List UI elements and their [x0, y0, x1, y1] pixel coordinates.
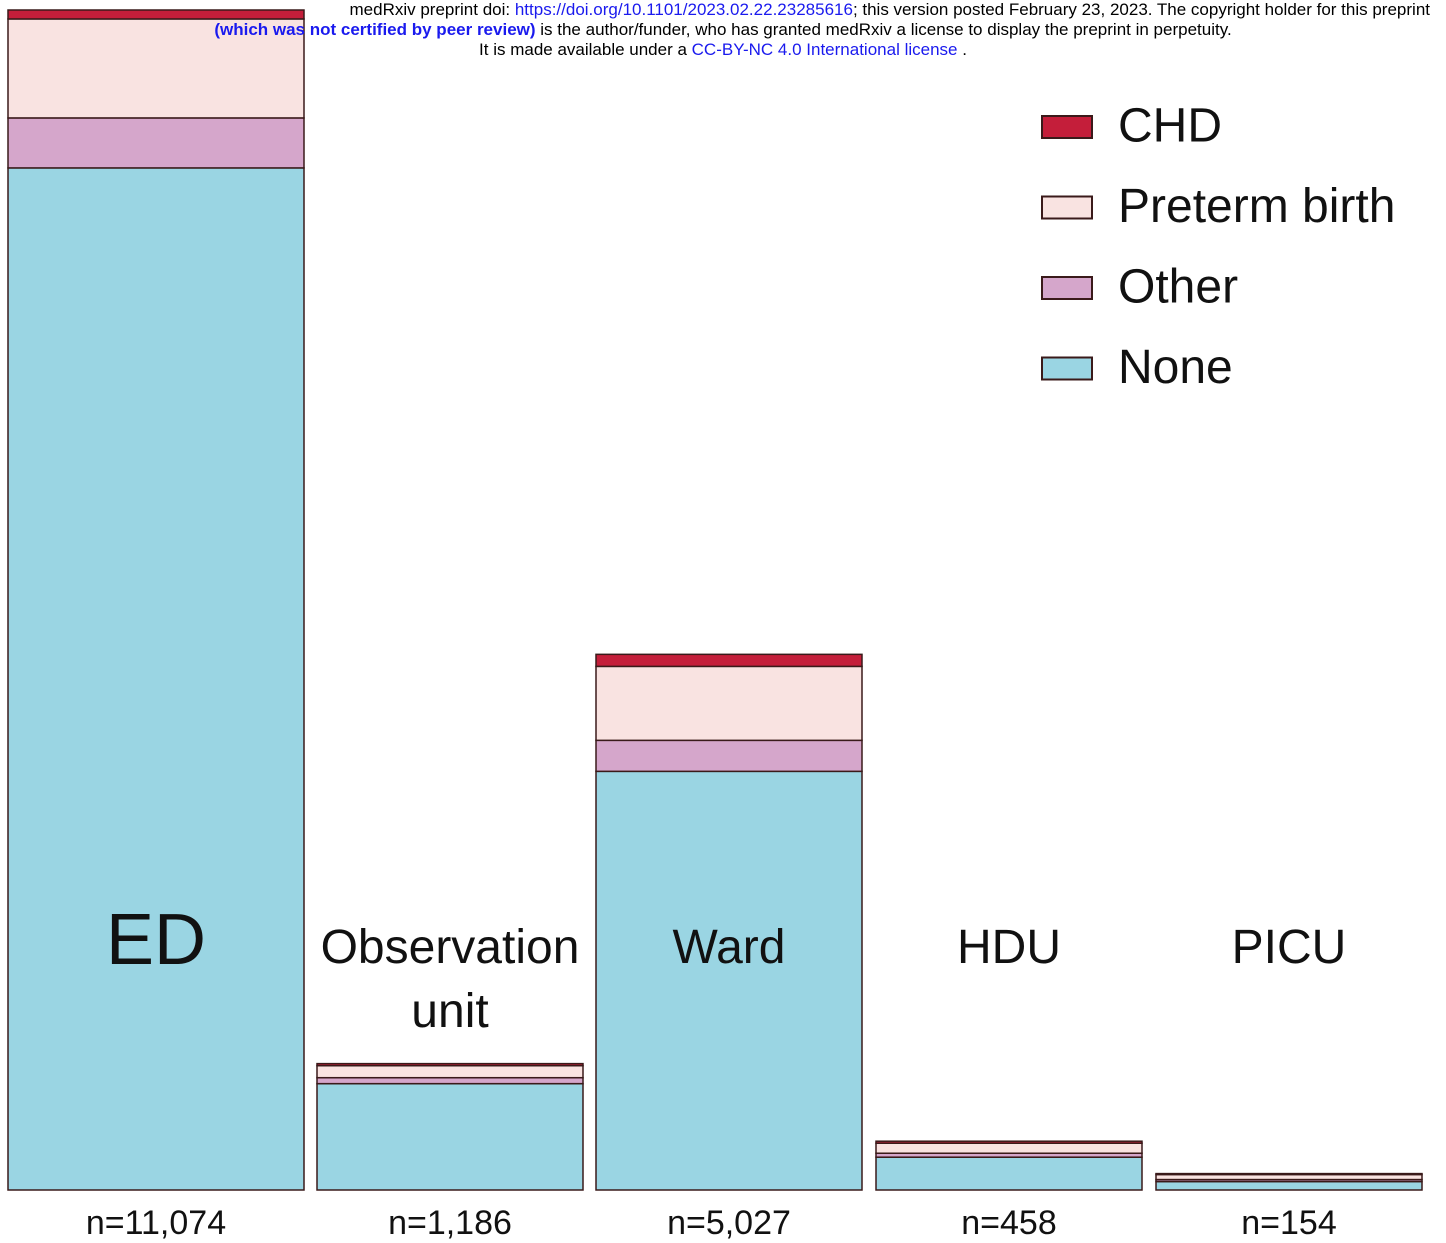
- bar-segment: [595, 665, 863, 742]
- bar-segment: [595, 739, 863, 773]
- bar-segment: [595, 653, 863, 668]
- bar-segment: [7, 117, 305, 169]
- link-text[interactable]: CC-BY-NC 4.0 International license: [691, 40, 958, 59]
- notice-text: is the author/funder, who has granted me…: [535, 20, 1232, 39]
- legend-swatch: [1041, 195, 1093, 220]
- link-text[interactable]: https://doi.org/10.1101/2023.02.22.23285…: [514, 0, 853, 19]
- bar-segment: [875, 1142, 1143, 1154]
- bar-segment: [1155, 1172, 1423, 1176]
- legend-label: Preterm birth: [1118, 180, 1395, 233]
- notice-line: medRxiv preprint doi: https://doi.org/10…: [0, 0, 1446, 20]
- n-label: n=11,074: [86, 1204, 226, 1242]
- notice-text: It is made available under a: [479, 40, 692, 59]
- bar-segment: [316, 1076, 584, 1085]
- bar-segment: [875, 1156, 1143, 1191]
- category-label: PICU: [1231, 921, 1347, 974]
- bar-segment: [316, 1082, 584, 1191]
- bar-segment: [1155, 1180, 1423, 1191]
- bar-segment: [1155, 1173, 1423, 1181]
- notice-line: (which was not certified by peer review)…: [0, 20, 1446, 40]
- category-label: Ward: [672, 921, 786, 974]
- category-label: Observation unit: [320, 921, 580, 1038]
- legend-swatch: [1041, 356, 1093, 381]
- bar-segment: [7, 18, 305, 119]
- n-label: n=1,186: [388, 1204, 512, 1242]
- category-label: ED: [105, 900, 207, 980]
- bar-segment: [595, 770, 863, 1191]
- n-label: n=154: [1241, 1204, 1337, 1242]
- notice-line: It is made available under a CC-BY-NC 4.…: [0, 40, 1446, 60]
- preprint-notice: medRxiv preprint doi: https://doi.org/10…: [0, 0, 1446, 60]
- bar-segment: [316, 1062, 584, 1067]
- notice-text: ; this version posted February 23, 2023.…: [852, 0, 1430, 19]
- legend-swatch: [1041, 115, 1093, 139]
- bar-segment: [7, 167, 305, 1191]
- legend-label: Other: [1118, 261, 1238, 314]
- legend-label: None: [1118, 341, 1233, 394]
- notice-text: medRxiv preprint doi:: [349, 0, 515, 19]
- link-text[interactable]: (which was not certified by peer review): [214, 20, 536, 39]
- legend-swatch: [1041, 276, 1093, 300]
- bar-segment: [316, 1064, 584, 1079]
- legend-label: CHD: [1118, 100, 1222, 153]
- bar-segment: [7, 9, 305, 20]
- n-label: n=458: [961, 1204, 1057, 1242]
- bar-segment: [875, 1140, 1143, 1144]
- category-label: HDU: [957, 921, 1061, 974]
- notice-text: .: [957, 40, 967, 59]
- n-label: n=5,027: [667, 1204, 791, 1242]
